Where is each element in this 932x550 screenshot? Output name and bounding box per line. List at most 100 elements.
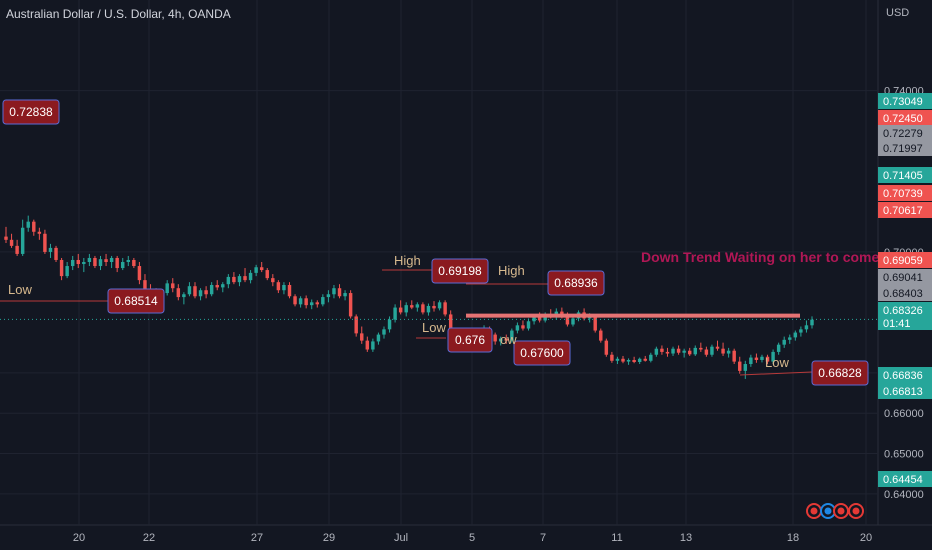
event-flag-dot: [810, 507, 818, 515]
candle-body: [738, 361, 742, 371]
candle-body: [732, 350, 736, 362]
candle-body: [221, 284, 225, 288]
candle-body: [226, 276, 231, 285]
candle-body: [521, 325, 525, 329]
candle-body: [621, 358, 625, 362]
candle-body: [387, 319, 392, 330]
candle-body: [248, 272, 253, 281]
candle-body: [654, 348, 659, 355]
candle-body: [259, 267, 264, 271]
candle-body: [243, 276, 247, 281]
candle-body: [437, 302, 442, 309]
candle-body: [660, 348, 664, 352]
annotation-value: 0.67600: [520, 346, 564, 360]
candle-body: [371, 341, 375, 350]
candle-body: [293, 296, 297, 305]
candle-body: [176, 288, 181, 298]
annotation-label: ow: [500, 332, 517, 347]
candle-body: [699, 347, 703, 350]
candle-body: [410, 305, 414, 308]
price-marker: [878, 140, 932, 156]
candle-body: [443, 302, 447, 315]
price-marker-label: 0.68403: [883, 288, 923, 300]
candle-body: [32, 221, 36, 232]
time-tick-label: 29: [323, 532, 335, 544]
candle-body: [304, 298, 308, 306]
candle-body: [421, 304, 425, 313]
candle-body: [637, 358, 642, 362]
candle-body: [137, 266, 142, 281]
candle-body: [426, 305, 431, 313]
time-tick-label: 7: [540, 532, 546, 544]
time-tick-label: 18: [787, 532, 799, 544]
annotation-value: 0.676: [455, 333, 485, 347]
candle-body: [782, 339, 786, 345]
candle-body: [610, 354, 614, 361]
candle-body: [198, 290, 203, 297]
annotation-label: Low: [422, 320, 446, 335]
candle-body: [593, 316, 597, 331]
candle-body: [432, 305, 436, 309]
price-marker: [878, 93, 932, 109]
price-marker-label: 0.70617: [883, 205, 923, 217]
price-marker: [878, 252, 932, 268]
price-marker-label: 0.72450: [883, 113, 923, 125]
event-flag-dot: [824, 507, 832, 515]
annotation-value: 0.72838: [9, 105, 53, 119]
candle-body: [771, 351, 775, 362]
candle-body: [498, 338, 503, 342]
annotation-box: [447, 327, 493, 353]
candle-body: [565, 315, 570, 325]
candle-body: [65, 266, 69, 277]
candle-body: [560, 311, 564, 316]
annotation-label: High: [498, 263, 525, 278]
bar-countdown: 01:41: [883, 318, 911, 330]
candle-body: [265, 270, 269, 279]
candle-body: [693, 347, 697, 355]
trend-note: Down Trend Waiting on her to come !: [641, 249, 888, 265]
candle-body: [326, 294, 331, 298]
candle-body: [726, 350, 731, 354]
candle-body: [232, 276, 236, 283]
candle-body: [393, 307, 397, 320]
price-marker: [878, 383, 932, 399]
price-tick-label: 0.64000: [884, 489, 924, 501]
price-marker: [878, 125, 932, 141]
candle-body: [715, 346, 720, 349]
candle-body: [37, 231, 42, 234]
candle-body: [254, 267, 258, 273]
candle-body: [271, 278, 275, 283]
candle-body: [626, 359, 631, 362]
chart-grid: [0, 0, 932, 526]
price-marker: [878, 285, 932, 301]
price-marker: [878, 367, 932, 383]
candle-body: [315, 302, 320, 305]
candle-body: [282, 284, 286, 291]
candle-body: [526, 321, 531, 329]
candle-body: [193, 286, 197, 297]
candle-body: [15, 245, 19, 254]
time-tick-label: 13: [680, 532, 692, 544]
candle-body: [20, 227, 25, 254]
candle-body: [48, 247, 53, 252]
candle-body: [215, 284, 219, 288]
price-marker-label: 0.66813: [883, 386, 923, 398]
annotation-box: [513, 340, 571, 366]
candle-body: [382, 329, 386, 335]
event-flag-dot: [837, 507, 845, 515]
candle-body: [749, 357, 753, 365]
candle-body: [93, 257, 97, 267]
candle-body: [515, 325, 520, 331]
candle-body: [276, 282, 281, 291]
resistance-line: [466, 313, 800, 318]
candle-body: [676, 348, 681, 353]
annotation-box: [547, 270, 605, 296]
candle-body: [398, 307, 403, 313]
candle-body: [343, 293, 347, 297]
candle-body: [504, 338, 508, 341]
price-tick-label: 0.66000: [884, 408, 924, 420]
candle-body: [632, 359, 636, 362]
candle-body: [348, 293, 353, 317]
candle-body: [4, 236, 8, 240]
